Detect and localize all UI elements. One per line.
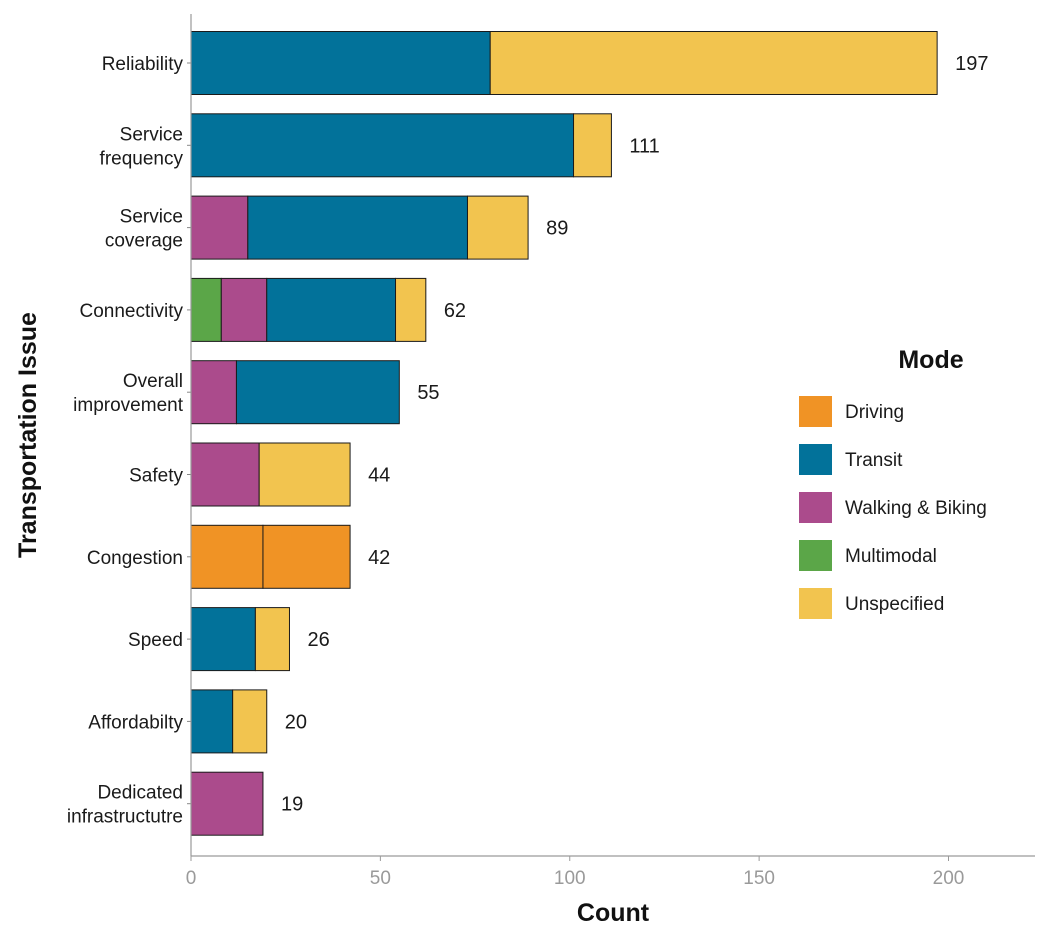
bar-segment: [573, 113, 612, 178]
bar-segment: [190, 360, 237, 425]
bar-segment: [190, 607, 256, 672]
bar-segment: [489, 31, 938, 95]
labels-layer: 197 Reliability 111 Service frequency 89 Servi…: [67, 53, 989, 889]
legend-swatch: [799, 540, 832, 571]
bar-total-label: 197: [955, 53, 988, 75]
category-label: Congestion: [87, 548, 183, 569]
bar-segment: [190, 277, 222, 342]
bar-segment: [220, 277, 268, 342]
legend-label: Multimodal: [845, 546, 937, 567]
x-tick-label: 50: [370, 868, 391, 889]
bar-segment: [190, 31, 491, 95]
bar-total-label: 62: [444, 300, 466, 322]
legend-swatch: [799, 396, 832, 427]
bar-segment: [190, 771, 264, 836]
category-label: Service coverage: [105, 207, 183, 252]
bar-total-label: 111: [629, 135, 659, 157]
bar-segment: [466, 195, 529, 260]
bar-segment: [232, 689, 268, 754]
legend-label: Transit: [845, 450, 903, 471]
category-label: Reliability: [102, 54, 184, 75]
bar-segment: [190, 113, 575, 178]
category-label: Dedicated infrastructutre: [67, 783, 183, 828]
bar-total-label: 42: [368, 547, 390, 569]
axes-layer: [187, 14, 1035, 861]
bar-segment: [190, 689, 234, 754]
bar-segment: [395, 277, 427, 342]
bar-segment: [190, 442, 260, 507]
x-tick-label: 0: [186, 868, 197, 889]
bar-segment: [254, 607, 290, 672]
bar-total-label: 89: [546, 218, 568, 240]
bar-segment: [235, 360, 400, 425]
legend-label: Driving: [845, 402, 904, 423]
bar-total-label: 26: [307, 629, 329, 651]
bar-segment: [266, 277, 397, 342]
legend-swatch: [799, 492, 832, 523]
x-tick-label: 150: [743, 868, 775, 889]
legend-title: Mode: [898, 346, 963, 374]
bar-total-label: 19: [281, 794, 303, 816]
bar-total-label: 44: [368, 465, 390, 487]
y-axis-title: Transportation Issue: [14, 312, 42, 558]
bar-segment: [262, 524, 351, 589]
bar-total-label: 55: [417, 382, 439, 404]
category-label: Affordabilty: [88, 712, 183, 733]
bar-total-label: 20: [285, 711, 307, 733]
category-label: Safety: [129, 466, 183, 487]
x-tick-label: 200: [933, 868, 965, 889]
legend-label: Unspecified: [845, 594, 944, 615]
legend: Driving Transit Walking & Biking Multimodal…: [799, 396, 987, 619]
category-label: Speed: [128, 630, 183, 651]
bar-segment: [247, 195, 468, 260]
x-tick-label: 100: [554, 868, 586, 889]
legend-swatch: [799, 444, 832, 475]
bar-segment: [190, 195, 249, 260]
legend-swatch: [799, 588, 832, 619]
bar-segment: [258, 442, 351, 507]
legend-label: Walking & Biking: [845, 498, 987, 519]
category-label: Connectivity: [80, 301, 184, 322]
category-label: Service frequency: [100, 124, 184, 169]
x-axis-title: Count: [577, 899, 650, 927]
category-label: Overall improvement: [73, 371, 184, 416]
bars-layer: [190, 31, 938, 836]
bar-segment: [190, 524, 264, 589]
